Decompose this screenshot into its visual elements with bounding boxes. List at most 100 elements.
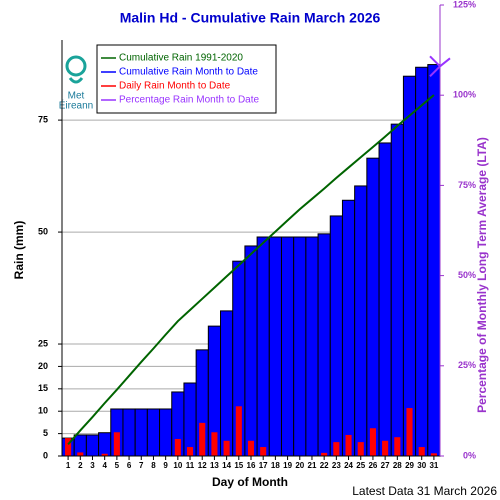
y-tick-label: 75	[38, 114, 48, 124]
bar	[113, 432, 120, 456]
logo-icon	[68, 77, 84, 84]
x-tick-label: 16	[247, 461, 256, 470]
logo-icon	[65, 55, 87, 77]
y-tick-label: 20	[38, 361, 48, 371]
y-tick-label: 50	[38, 226, 48, 236]
chart-title: Malin Hd - Cumulative Rain March 2026	[120, 10, 381, 26]
bar	[77, 452, 84, 456]
bar	[406, 408, 413, 456]
bar	[415, 66, 429, 457]
bar	[260, 447, 267, 456]
y-tick-label: 0	[43, 450, 48, 460]
bar	[354, 185, 368, 457]
bar	[211, 432, 218, 456]
bar	[345, 434, 352, 456]
bar	[220, 310, 234, 457]
y-tick-label: 25	[38, 338, 48, 348]
y2-axis-label: Percentage of Monthly Long Term Average …	[475, 137, 489, 413]
x-tick-label: 3	[90, 461, 95, 470]
y2-tick-label: 100%	[453, 90, 476, 100]
bar	[321, 452, 328, 456]
bar	[235, 406, 242, 456]
y2-tick-label: 125%	[453, 0, 476, 9]
x-tick-label: 6	[127, 461, 132, 470]
x-tick-label: 11	[186, 461, 195, 470]
bar	[378, 142, 392, 457]
logo: Met Éireann	[59, 55, 93, 112]
x-tick-label: 17	[259, 461, 268, 470]
y2-tick-label: 0%	[463, 450, 476, 460]
bar	[394, 437, 401, 456]
bar	[305, 236, 319, 457]
x-tick-label: 8	[151, 461, 156, 470]
bar	[244, 245, 258, 457]
x-tick-label: 15	[234, 461, 243, 470]
x-tick-label: 28	[393, 461, 402, 470]
bar	[85, 434, 100, 457]
x-tick-label: 4	[102, 461, 107, 470]
x-tick-label: 19	[283, 461, 292, 470]
x-tick-label: 10	[173, 461, 182, 470]
bar	[134, 408, 148, 457]
x-tick-label: 14	[222, 461, 231, 470]
x-tick-label: 5	[115, 461, 120, 470]
x-axis-label: Day of Month	[212, 475, 288, 489]
legend-label: Cumulative Rain Month to Date	[119, 67, 258, 78]
percentage-marker	[429, 55, 451, 78]
bar	[427, 64, 441, 457]
bar	[430, 453, 437, 456]
x-tick-label: 2	[78, 461, 83, 470]
x-tick-label: 27	[381, 461, 390, 470]
bar	[174, 438, 181, 456]
x-tick-label: 23	[332, 461, 341, 470]
y-tick-label: 10	[38, 406, 48, 416]
bar	[199, 422, 206, 456]
x-tick-label: 21	[308, 461, 317, 470]
bar	[329, 215, 343, 457]
legend-label: Percentage Rain Month to Date	[119, 95, 260, 106]
bar	[293, 236, 307, 457]
x-tick-label: 31	[429, 461, 438, 470]
bar	[382, 440, 389, 456]
x-tick-label: 1	[66, 461, 71, 470]
bar	[369, 428, 376, 456]
logo-text: Met	[68, 91, 85, 102]
x-tick-label: 25	[356, 461, 365, 470]
bar	[186, 447, 194, 456]
bar	[223, 440, 230, 456]
y-tick-label: 5	[43, 428, 48, 438]
bar	[65, 438, 72, 456]
bar	[357, 442, 364, 456]
y-tick-label: 15	[38, 383, 48, 393]
bar	[333, 442, 340, 456]
y-axis-label: Rain (mm)	[12, 221, 26, 280]
x-tick-label: 12	[198, 461, 207, 470]
footer: Latest Data 31 March 2026	[352, 484, 497, 498]
x-tick-label: 13	[210, 461, 219, 470]
bar	[247, 440, 255, 456]
y2-tick-label: 50%	[458, 270, 476, 280]
x-tick-label: 9	[163, 461, 168, 470]
x-tick-label: 24	[344, 461, 353, 470]
x-tick-label: 30	[417, 461, 426, 470]
bar	[402, 75, 417, 457]
logo-text: Éireann	[59, 99, 93, 112]
bar	[418, 447, 425, 456]
x-tick-label: 22	[320, 461, 329, 470]
bar	[390, 123, 404, 457]
y2-tick-label: 25%	[458, 360, 476, 370]
bar	[280, 236, 295, 457]
bar	[122, 408, 136, 457]
x-tick-label: 7	[139, 461, 144, 470]
bar	[98, 432, 112, 457]
bar	[268, 236, 282, 457]
bar	[256, 236, 270, 457]
x-tick-label: 29	[405, 461, 414, 470]
y2-tick-label: 75%	[458, 180, 476, 190]
legend-label: Cumulative Rain 1991-2020	[119, 53, 243, 64]
bar	[146, 408, 161, 457]
x-tick-label: 18	[271, 461, 280, 470]
bar	[101, 453, 108, 456]
bar	[159, 408, 173, 457]
